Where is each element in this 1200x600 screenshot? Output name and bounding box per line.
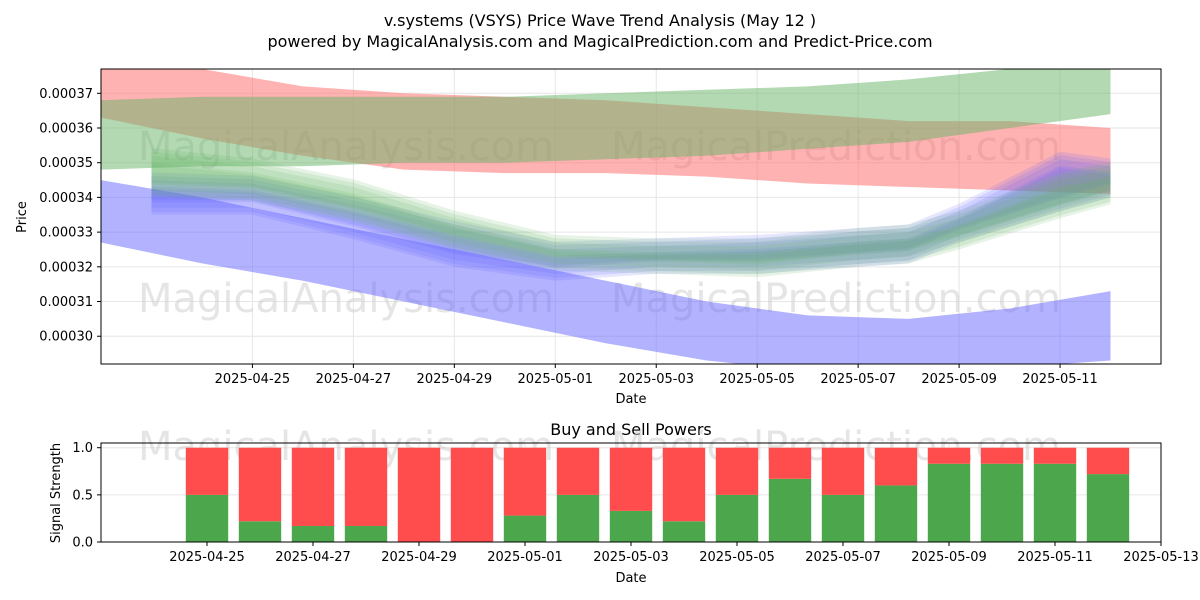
blue-wave-band bbox=[151, 159, 1111, 274]
sell-power-bar bbox=[821, 447, 865, 495]
price-xtick-label: 2025-05-11 bbox=[1022, 372, 1098, 387]
price-xtick-label: 2025-05-07 bbox=[820, 372, 896, 387]
signal-xtick-label: 2025-04-25 bbox=[169, 550, 245, 565]
signal-xtick-label: 2025-05-07 bbox=[805, 550, 881, 565]
sell-power-bar bbox=[662, 447, 706, 522]
buy-power-bar bbox=[1033, 463, 1077, 542]
green-wave-band bbox=[151, 151, 1111, 263]
price-xtick-label: 2025-05-03 bbox=[618, 372, 694, 387]
price-xtick-label: 2025-05-01 bbox=[518, 372, 594, 387]
signal-ticks: 2025-04-25 2025-04-27 2025-04-29 2025-05-01… bbox=[72, 441, 1198, 565]
buy-power-bar bbox=[927, 463, 971, 542]
blue-wave-band bbox=[151, 167, 1111, 281]
green-wave-band bbox=[151, 164, 1111, 278]
sell-power-bar bbox=[715, 447, 759, 495]
signal-xtick-label: 2025-05-11 bbox=[1017, 550, 1093, 565]
price-ytick-label: 0.00032 bbox=[39, 260, 93, 275]
price-chart: MagicalAnalysis.com MagicalPrediction.co… bbox=[15, 68, 1162, 407]
buy-power-bar bbox=[503, 515, 547, 542]
green-trend-band bbox=[101, 69, 1111, 170]
signal-xtick-label: 2025-04-29 bbox=[381, 550, 457, 565]
sell-power-bar bbox=[609, 447, 653, 511]
sell-power-bar bbox=[874, 447, 918, 486]
chart-subtitle: powered by MagicalAnalysis.com and Magic… bbox=[267, 32, 932, 51]
buy-power-bar bbox=[238, 521, 282, 542]
sell-power-bar bbox=[344, 447, 388, 526]
green-wave-band bbox=[151, 155, 1111, 271]
price-xtick-label: 2025-05-05 bbox=[719, 372, 795, 387]
price-ytick-label: 0.00036 bbox=[39, 122, 93, 137]
buy-power-bar bbox=[768, 478, 812, 542]
price-bands bbox=[101, 69, 1111, 364]
buy-power-bar bbox=[609, 510, 653, 542]
price-ylabel: Price bbox=[15, 201, 30, 233]
signal-ytick-label: 0.0 bbox=[72, 536, 93, 551]
price-band-layer bbox=[101, 69, 1111, 364]
price-plot-frame bbox=[100, 68, 1162, 365]
signal-xtick-label: 2025-05-13 bbox=[1123, 550, 1199, 565]
price-xtick-label: 2025-04-29 bbox=[417, 372, 493, 387]
price-ytick-label: 0.00037 bbox=[39, 87, 93, 102]
chart-title: v.systems (VSYS) Price Wave Trend Analys… bbox=[384, 11, 816, 30]
blue-wave-band bbox=[151, 151, 1111, 278]
sell-power-bar bbox=[291, 447, 335, 526]
sell-power-bar bbox=[556, 447, 600, 495]
green-wave-band bbox=[151, 162, 1111, 265]
price-xtick-label: 2025-05-09 bbox=[921, 372, 997, 387]
buy-power-bar bbox=[344, 525, 388, 542]
buy-power-bar bbox=[556, 494, 600, 542]
price-ytick-label: 0.00034 bbox=[39, 191, 93, 206]
sell-power-bar bbox=[238, 447, 282, 522]
signal-xtick-label: 2025-05-01 bbox=[487, 550, 563, 565]
buy-power-bar bbox=[874, 485, 918, 542]
buy-power-bar bbox=[291, 525, 335, 542]
sell-power-bar bbox=[185, 447, 229, 495]
price-ytick-label: 0.00031 bbox=[39, 295, 93, 310]
blue-wave-band bbox=[151, 155, 1111, 267]
blue-wave-band bbox=[151, 165, 1111, 269]
signal-chart: Buy and Sell Powers MagicalAnalysis.com … bbox=[49, 420, 1199, 586]
green-wave-band bbox=[151, 148, 1111, 275]
signal-ytick-label: 1.0 bbox=[72, 441, 93, 456]
sell-power-bar bbox=[768, 447, 812, 479]
signal-xtick-label: 2025-04-27 bbox=[275, 550, 351, 565]
signal-chart-title: Buy and Sell Powers bbox=[550, 420, 712, 439]
price-xtick-label: 2025-04-27 bbox=[316, 372, 392, 387]
sell-power-bar bbox=[503, 447, 547, 516]
signal-xlabel: Date bbox=[615, 571, 646, 586]
sell-power-bar bbox=[1086, 447, 1130, 475]
signal-ytick-label: 0.5 bbox=[72, 488, 93, 503]
signal-xtick-label: 2025-05-05 bbox=[699, 550, 775, 565]
sell-power-bar bbox=[450, 447, 494, 542]
buy-power-bar bbox=[1086, 474, 1130, 542]
signal-ylabel: Signal Strength bbox=[49, 443, 64, 543]
buy-power-bar bbox=[715, 494, 759, 542]
price-ticks: 2025-04-25 2025-04-27 2025-04-29 2025-05-01… bbox=[39, 87, 1098, 387]
blue-trend-band bbox=[101, 180, 1111, 364]
price-ytick-label: 0.00033 bbox=[39, 226, 93, 241]
price-ytick-label: 0.00035 bbox=[39, 156, 93, 171]
price-ytick-label: 0.00030 bbox=[39, 330, 93, 345]
price-xtick-label: 2025-04-25 bbox=[215, 372, 291, 387]
signal-xtick-label: 2025-05-03 bbox=[593, 550, 669, 565]
signal-bars bbox=[185, 447, 1130, 542]
buy-power-bar bbox=[980, 463, 1024, 542]
price-xlabel: Date bbox=[615, 392, 646, 407]
buy-power-bar bbox=[662, 521, 706, 542]
signal-xtick-label: 2025-05-09 bbox=[911, 550, 987, 565]
sell-power-bar bbox=[1033, 447, 1077, 464]
sell-power-bar bbox=[927, 447, 971, 464]
buy-power-bar bbox=[185, 494, 229, 542]
sell-power-bar bbox=[397, 447, 441, 542]
sell-power-bar bbox=[980, 447, 1024, 464]
buy-power-bar bbox=[821, 494, 865, 542]
